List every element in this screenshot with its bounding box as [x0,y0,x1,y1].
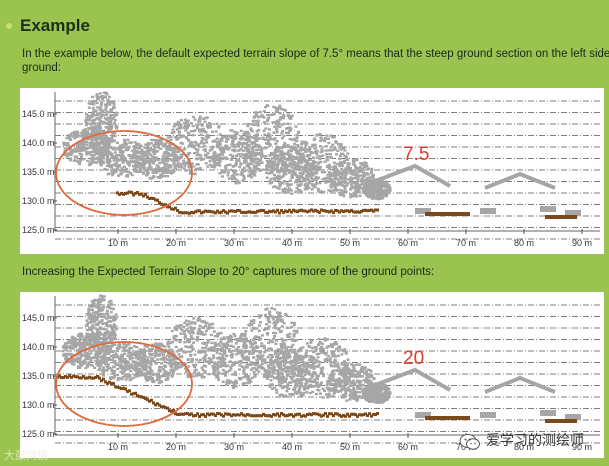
x-tick-label: 10 m [108,238,128,248]
y-tick-label: 125.0 m [22,429,55,439]
nonground-cluster [565,210,581,216]
nonground-cluster [540,206,556,212]
building-roof [369,367,451,392]
nonground-cluster [540,410,556,416]
terrain-chart-svg: 145.0 m 140.0 m 135.0 m 130.0 m 125.0 m 10 m 2… [22,294,600,452]
y-tick-label: 125.0 m [22,225,55,235]
y-tick-label: 135.0 m [22,371,55,381]
building-roof [484,375,556,394]
slope-annotation: 20 [403,348,424,369]
y-tick-label: 135.0 m [22,167,55,177]
x-tick-label: 90 m [572,238,592,248]
intro-text-continued: ground: [22,62,62,74]
ground-segment [545,215,577,219]
ground-segment [425,212,470,216]
section-title: Example [20,16,90,35]
x-tick-label: 40 m [282,238,302,248]
x-tick-label: 80 m [514,238,534,248]
nonground-cluster [415,412,431,418]
watermark-right: 爱学习的测绘师 [486,432,584,448]
intro-text: In the example below, the default expect… [22,48,609,60]
building-roof [484,171,556,190]
x-tick-label: 60 m [398,238,418,248]
wechat-icon [459,434,480,450]
x-tick-label: 60 m [398,442,418,452]
nonground-cluster [480,208,496,214]
highlight-ellipse [55,341,193,427]
building-roof [369,163,451,188]
x-tick-label: 50 m [340,238,360,248]
watermark-left: 大鼓网镜 [4,450,48,462]
terrain-chart-svg: 145.0 m 140.0 m 135.0 m 130.0 m 125.0 m 10 m 2… [22,91,600,248]
y-tick-label: 145.0 m [22,313,55,323]
terrain-chart-20deg: 145.0 m 140.0 m 135.0 m 130.0 m 125.0 m 10 m 2… [20,292,604,458]
x-tick-label: 30 m [224,238,244,248]
nonground-points [61,294,392,404]
highlight-ellipse [55,130,193,216]
x-tick-label: 50 m [340,442,360,452]
ground-segment [545,419,577,423]
x-tick-label: 20 m [166,442,186,452]
y-tick-label: 130.0 m [22,196,55,206]
terrain-chart-default: 145.0 m 140.0 m 135.0 m 130.0 m 125.0 m 10 m 2… [20,88,604,254]
ground-segment [425,416,470,420]
x-tick-label: 40 m [282,442,302,452]
ground-points [56,374,379,418]
second-text: Increasing the Expected Terrain Slope to… [22,266,435,278]
ground-points [116,190,379,215]
y-tick-label: 140.0 m [22,138,55,148]
x-tick-label: 10 m [108,442,128,452]
x-tick-label: 90 m [572,442,592,452]
nonground-cluster [565,414,581,420]
section-heading-row: Example [6,14,90,38]
x-tick-label: 80 m [514,442,534,452]
x-tick-label: 20 m [166,238,186,248]
y-tick-label: 145.0 m [22,109,55,119]
slope-annotation: 7.5 [403,144,429,165]
y-tick-label: 140.0 m [22,342,55,352]
x-tick-label: 30 m [224,442,244,452]
bullet-icon [6,23,12,29]
nonground-cluster [415,208,431,214]
y-tick-label: 130.0 m [22,400,55,410]
nonground-cluster [480,412,496,418]
x-tick-label: 70 m [456,238,476,248]
nonground-points [62,91,392,201]
